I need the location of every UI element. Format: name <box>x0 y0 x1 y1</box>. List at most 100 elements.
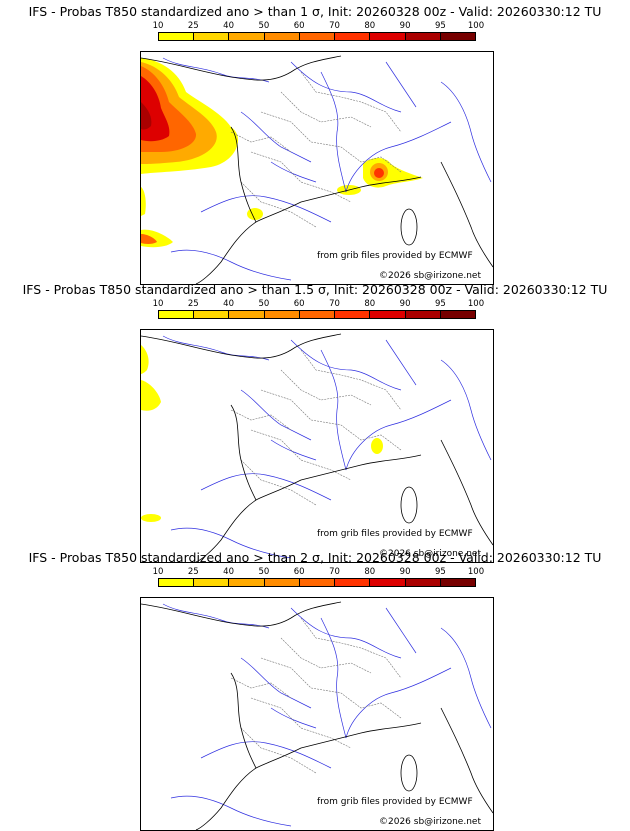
legend-swatch <box>229 579 265 586</box>
legend-color-bar <box>158 310 476 319</box>
probability-map: from grib files provided by ECMWF ©2026 … <box>140 597 494 831</box>
legend-tick: 25 <box>187 567 199 577</box>
legend-swatch <box>194 33 230 40</box>
legend-swatch <box>264 33 300 40</box>
probability-map: from grib files provided by ECMWF ©2026 … <box>140 51 494 285</box>
legend-swatch <box>159 579 195 586</box>
legend-swatch <box>370 311 406 318</box>
legend-swatch <box>440 579 475 586</box>
legend-tick: 70 <box>329 299 340 309</box>
legend-tick: 25 <box>187 21 199 31</box>
legend-tick: 80 <box>364 567 376 577</box>
color-legend: 10 25 40 50 60 70 80 90 95 100 <box>153 21 484 42</box>
legend-tick: 40 <box>223 299 235 309</box>
legend-tick: 90 <box>399 21 411 31</box>
coastlines <box>141 333 493 562</box>
legend-tick: 100 <box>467 567 485 577</box>
legend-swatch <box>194 311 230 318</box>
region-borders <box>230 617 402 774</box>
legend-tick: 60 <box>293 21 305 31</box>
legend-swatch <box>370 579 406 586</box>
legend-tick: 60 <box>293 299 305 309</box>
legend-tick: 95 <box>434 21 446 31</box>
color-legend: 10 25 40 50 60 70 80 90 95 100 <box>153 567 485 588</box>
legend-swatch <box>229 33 265 40</box>
rivers <box>162 57 492 281</box>
source-credit: from grib files provided by ECMWF <box>317 797 473 807</box>
prob-area-10 <box>141 380 161 411</box>
probability-shading <box>141 345 383 522</box>
legend-tick: 70 <box>329 21 340 31</box>
legend-tick: 80 <box>364 21 376 31</box>
prob-area-60 <box>141 234 157 244</box>
legend-tick: 90 <box>399 567 411 577</box>
legend-tick: 90 <box>399 299 411 309</box>
legend-tick: 95 <box>434 567 446 577</box>
prob-area-90 <box>141 102 152 130</box>
source-credit: from grib files provided by ECMWF <box>317 251 473 261</box>
legend-tick: 60 <box>293 567 305 577</box>
legend-tick-labels: 10 25 40 50 60 70 80 90 95 100 <box>153 567 485 578</box>
prob-area-10 <box>247 208 263 220</box>
source-credit: from grib files provided by ECMWF <box>317 529 473 539</box>
legend-tick: 25 <box>187 299 199 309</box>
legend-tick: 10 <box>152 299 164 309</box>
legend-color-bar <box>158 32 476 41</box>
legend-swatch <box>440 311 475 318</box>
legend-tick: 40 <box>223 21 235 31</box>
map-canvas: from grib files provided by ECMWF ©2026 … <box>141 55 493 284</box>
corsica-outline <box>400 754 418 792</box>
panel-title: IFS - Probas T850 standardized ano > tha… <box>22 282 608 297</box>
panel-title: IFS - Probas T850 standardized ano > tha… <box>28 4 602 19</box>
rivers <box>162 335 492 559</box>
legend-tick: 70 <box>329 567 340 577</box>
legend-swatch <box>159 311 195 318</box>
panel-title: IFS - Probas T850 standardized ano > tha… <box>28 550 602 565</box>
legend-tick: 50 <box>258 567 270 577</box>
legend-swatch <box>159 33 195 40</box>
legend-tick: 80 <box>364 299 376 309</box>
legend-swatch <box>335 33 371 40</box>
region-borders <box>230 71 402 228</box>
legend-tick: 40 <box>223 567 235 577</box>
prob-area-10 <box>371 438 383 454</box>
copyright-credit: ©2026 sb@irizone.net <box>379 549 481 559</box>
coastlines <box>141 55 493 284</box>
legend-tick: 95 <box>434 299 446 309</box>
copyright-credit: ©2026 sb@irizone.net <box>379 817 481 827</box>
map-canvas: from grib files provided by ECMWF ©2026 … <box>141 601 493 830</box>
legend-color-bar <box>158 578 476 587</box>
legend-swatch <box>335 579 371 586</box>
legend-swatch <box>370 33 406 40</box>
legend-swatch <box>264 311 300 318</box>
panel-3: IFS - Probas T850 standardized ano > tha… <box>0 550 630 831</box>
panel-1: IFS - Probas T850 standardized ano > tha… <box>0 4 630 285</box>
probability-map: from grib files provided by ECMWF ©2026 … <box>140 329 494 563</box>
legend-tick: 100 <box>467 299 485 309</box>
rivers <box>162 603 492 827</box>
legend-swatch <box>335 311 371 318</box>
region-borders <box>230 349 402 506</box>
prob-area-10 <box>141 345 149 374</box>
legend-tick: 50 <box>258 21 270 31</box>
corsica-outline <box>400 486 418 524</box>
color-legend: 10 25 40 50 60 70 80 90 95 100 <box>153 299 485 320</box>
prob-area-70 <box>374 168 384 178</box>
prob-area-10 <box>141 514 161 522</box>
legend-tick: 50 <box>258 299 270 309</box>
legend-tick-labels: 10 25 40 50 60 70 80 90 95 100 <box>153 299 485 310</box>
legend-swatch <box>299 311 336 318</box>
legend-tick: 100 <box>467 21 485 31</box>
legend-swatch <box>299 33 336 40</box>
copyright-credit: ©2026 sb@irizone.net <box>379 271 481 281</box>
map-canvas: from grib files provided by ECMWF ©2026 … <box>141 333 493 562</box>
legend-swatch <box>405 579 441 586</box>
prob-area-10 <box>141 187 146 216</box>
legend-swatch <box>405 33 441 40</box>
legend-swatch <box>229 311 265 318</box>
panel-2: IFS - Probas T850 standardized ano > tha… <box>0 282 630 563</box>
coastlines <box>141 601 493 830</box>
legend-tick: 10 <box>152 567 164 577</box>
legend-swatch <box>405 311 441 318</box>
corsica-outline <box>400 208 418 246</box>
